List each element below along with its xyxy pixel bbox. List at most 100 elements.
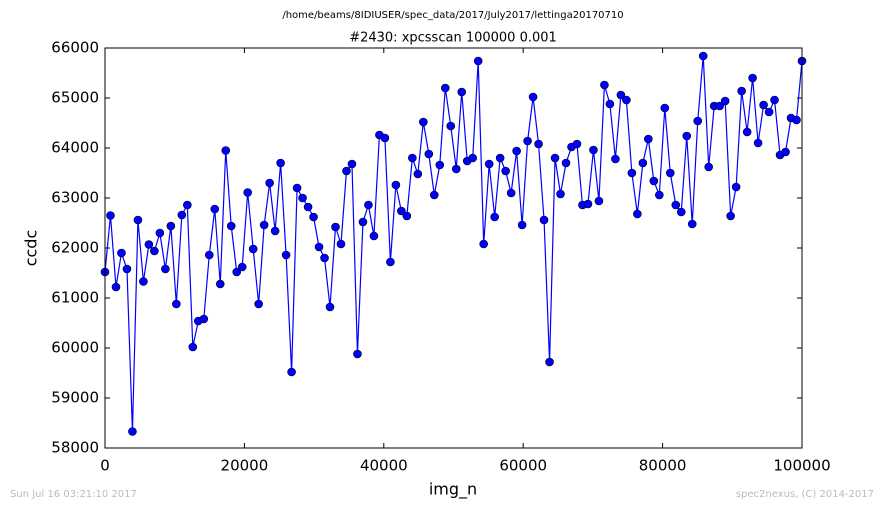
data-point [386,257,395,267]
data-point [715,101,724,111]
data-point [226,221,236,231]
data-point [248,244,258,254]
x-tick-label: 100000 [773,457,830,475]
data-point [259,220,269,230]
data-point [380,133,390,143]
data-point [616,90,626,100]
y-tick-label: 64000 [51,139,99,157]
x-tick-label: 0 [100,457,110,475]
data-point [759,100,768,110]
data-point [424,149,434,159]
data-point [150,246,159,256]
data-point [435,160,445,170]
data-point [545,357,554,367]
data-point [402,211,412,221]
data-point [133,215,143,225]
data-point [693,116,703,126]
data-point [753,138,763,148]
x-tick-label: 40000 [360,457,408,475]
data-point [611,154,620,164]
data-point [111,282,121,292]
data-point [501,166,510,176]
data-point [270,226,280,236]
data-point [128,427,137,436]
data-point [440,83,450,93]
data-point [106,211,115,220]
data-point [331,222,340,232]
data-point [413,169,423,179]
data-point [720,96,730,106]
data-point [687,219,697,229]
data-point [622,95,631,105]
data-point [506,188,516,198]
data-point [473,56,483,66]
data-point [534,139,543,149]
data-point [792,115,801,125]
data-point [221,146,231,155]
data-point [144,240,154,249]
data-point [166,221,176,231]
data-point [589,145,598,155]
data-point [188,342,198,352]
data-point [391,180,401,190]
data-point [468,153,478,163]
data-point [429,190,439,200]
data-point [682,131,692,141]
data-point [748,73,757,83]
data-point [204,250,214,260]
data-point [517,220,527,230]
y-tick-label: 60000 [51,339,99,357]
data-point [600,80,609,90]
data-point [369,231,379,241]
data-point [539,215,549,225]
credit: spec2nexus, (C) 2014-2017 [736,489,874,500]
data-point [232,267,242,277]
data-point [627,168,637,178]
data-point [254,299,263,309]
data-point [281,250,291,260]
data-point [594,196,604,206]
data-point [314,242,324,252]
timestamp: Sun Jul 16 03:21:10 2017 [10,489,137,500]
data-point [419,117,428,127]
data-point [397,206,406,216]
data-point [523,136,532,146]
data-point [737,86,746,96]
data-point [210,204,220,214]
data-point [561,158,571,168]
data-point [764,107,774,117]
data-point [704,162,713,172]
data-point [215,279,225,289]
data-point [177,210,187,220]
data-point [161,264,170,274]
data-point [572,139,582,149]
data-point [528,92,538,102]
chart-title: /home/beams/8IDIUSER/spec_data/2017/July… [282,10,623,21]
data-point [781,147,790,157]
data-point [638,158,648,168]
data-point [479,239,488,249]
data-point [495,153,505,163]
data-point [676,207,686,217]
data-point [237,262,247,272]
data-point [660,103,670,113]
data-point [655,190,664,200]
y-tick-label: 58000 [51,439,99,457]
data-point [276,158,285,168]
data-point [451,164,461,174]
data-point [347,159,357,169]
y-axis-label: ccdc [22,230,41,267]
data-point [605,99,615,109]
data-point [665,168,675,178]
data-point [320,253,329,263]
data-point [556,189,565,199]
data-point [490,212,499,222]
data-point [583,199,593,209]
data-point [550,153,560,163]
data-point [309,212,318,222]
data-point [287,367,296,377]
x-axis-label: img_n [429,480,477,500]
data-point [633,209,642,219]
data-point [726,211,735,221]
